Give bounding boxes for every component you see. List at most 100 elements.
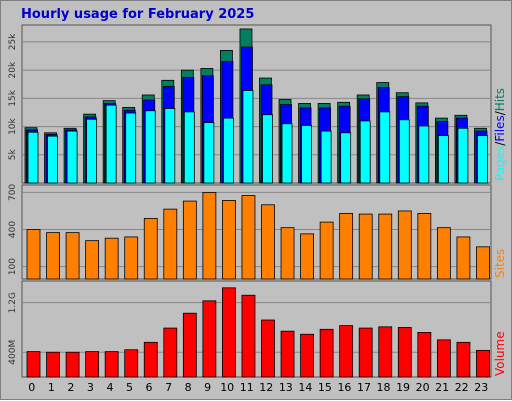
- volume-bar: [104, 351, 119, 378]
- volume-bar: [261, 319, 275, 378]
- volume-bar: [436, 339, 451, 378]
- y-tick-label: 400M: [8, 340, 18, 365]
- x-tick-label: 7: [165, 381, 172, 394]
- x-tick-label: 5: [126, 381, 133, 394]
- y-tick-label: 15k: [8, 89, 18, 106]
- x-tick-label: 17: [357, 381, 371, 394]
- sites-bar: [397, 210, 412, 280]
- volume-bar: [397, 327, 412, 378]
- sites-bar: [85, 240, 100, 280]
- volume-bar: [85, 351, 100, 378]
- series-label-volume: Volume: [493, 331, 507, 376]
- volume-bar: [339, 325, 354, 378]
- y-tick-label: 25k: [8, 33, 18, 50]
- sites-bar: [241, 195, 256, 280]
- x-tick-label: 20: [416, 381, 430, 394]
- sites-bar: [124, 236, 139, 280]
- x-tick-label: 9: [204, 381, 211, 394]
- x-tick-label: 22: [455, 381, 469, 394]
- pages-bar: [262, 114, 273, 184]
- sites-bar: [46, 232, 60, 280]
- sites-bar: [339, 213, 354, 280]
- pages-bar: [301, 125, 312, 184]
- pages-bar: [203, 122, 215, 184]
- pages-bar: [125, 112, 137, 184]
- series-label-part: Hits: [493, 88, 507, 111]
- volume-bar: [163, 327, 178, 378]
- y-tick-label: 5k: [8, 149, 18, 161]
- x-tick-label: 12: [259, 381, 273, 394]
- volume-bar: [378, 326, 393, 378]
- sites-bar: [280, 227, 295, 280]
- sites-bar: [456, 236, 471, 280]
- volume-bar: [182, 312, 197, 378]
- x-tick-label: 8: [185, 381, 192, 394]
- sites-bar: [104, 237, 119, 280]
- sites-bar: [222, 200, 236, 280]
- volume-bar: [65, 351, 80, 378]
- sites-bar: [65, 232, 80, 280]
- sites-bar: [476, 246, 490, 280]
- x-tick-label: 3: [87, 381, 94, 394]
- y-tick-label: 100: [8, 258, 18, 275]
- pages-bar: [66, 130, 78, 184]
- panel-3-area: [21, 280, 492, 378]
- volume-bar: [26, 351, 41, 378]
- sites-bar: [436, 227, 451, 280]
- pages-bar: [105, 104, 117, 184]
- pages-bar: [144, 110, 156, 184]
- chart-title: Hourly usage for February 2025: [21, 7, 255, 22]
- sites-bar: [319, 221, 334, 280]
- volume-bar: [241, 294, 256, 378]
- y-tick-label: 400: [8, 221, 18, 238]
- x-tick-label: 13: [279, 381, 293, 394]
- pages-bar: [437, 135, 449, 184]
- x-tick-label: 6: [146, 381, 153, 394]
- pages-bar: [398, 119, 410, 184]
- sites-bar: [261, 204, 275, 280]
- x-tick-label: 15: [318, 381, 332, 394]
- sites-bar: [300, 233, 314, 280]
- volume-bar: [46, 351, 60, 378]
- pages-bar: [86, 118, 98, 184]
- pages-bar: [340, 132, 352, 184]
- pages-bar: [47, 135, 58, 184]
- volume-bar: [143, 341, 158, 378]
- pages-bar: [320, 130, 332, 184]
- x-tick-label: 14: [298, 381, 312, 394]
- series-label-sites: Sites: [493, 249, 507, 278]
- volume-bar: [417, 332, 432, 378]
- series-label-part: Files: [493, 115, 507, 141]
- x-tick-label: 10: [220, 381, 234, 394]
- y-tick-label: 10k: [8, 117, 18, 134]
- y-tick-label: 700: [8, 184, 18, 201]
- volume-bar: [300, 333, 314, 378]
- x-tick-label: 16: [337, 381, 351, 394]
- pages-bar: [27, 131, 39, 184]
- x-tick-label: 0: [28, 381, 35, 394]
- pages-bar: [281, 123, 293, 184]
- sites-bar: [163, 208, 178, 280]
- x-tick-label: 21: [435, 381, 449, 394]
- volume-bar: [222, 287, 236, 378]
- sites-bar: [358, 213, 373, 280]
- panel-2-area: [21, 184, 492, 280]
- x-tick-label: 2: [67, 381, 74, 394]
- volume-bar: [358, 327, 373, 378]
- series-label-part: /: [493, 141, 507, 146]
- pages-bar: [359, 120, 371, 184]
- pages-bar: [223, 117, 234, 184]
- panel-1-area: [21, 24, 492, 184]
- pages-bar: [164, 108, 176, 184]
- sites-bar: [26, 229, 41, 280]
- volume-bar: [124, 349, 139, 378]
- pages-bar: [418, 125, 430, 184]
- x-tick-label: 4: [106, 381, 113, 394]
- pages-bar: [379, 111, 391, 184]
- sites-bar: [202, 192, 217, 280]
- x-tick-label: 18: [377, 381, 391, 394]
- pages-bar: [457, 127, 469, 184]
- series-label-pages-files-hits: Pages/Files/Hits: [493, 88, 507, 181]
